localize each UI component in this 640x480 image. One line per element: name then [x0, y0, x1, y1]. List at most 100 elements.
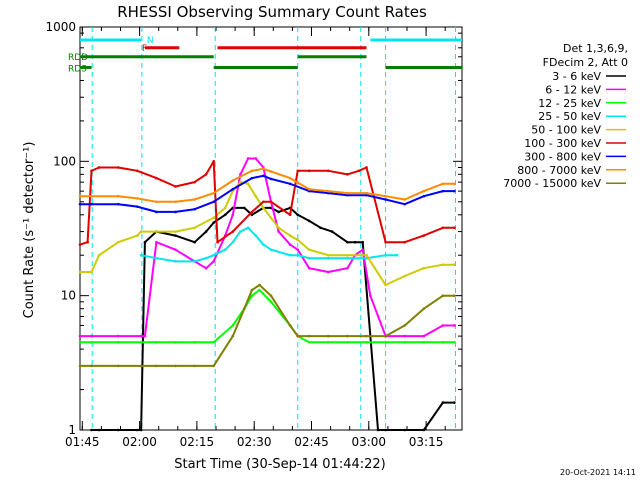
series-point-2	[116, 334, 120, 338]
y-tick-label: 100	[53, 154, 76, 168]
series-point-6	[193, 180, 196, 184]
series-point-8	[231, 179, 235, 182]
series-point-8	[116, 194, 120, 198]
series-point-8	[384, 194, 387, 198]
series-point-1	[453, 401, 456, 404]
series-point-6	[453, 226, 456, 230]
series-point-3	[212, 340, 215, 344]
series-point-1	[143, 240, 147, 244]
legend-label-3: 12 - 25 keV	[538, 97, 601, 110]
series-point-3	[174, 340, 177, 344]
series-point-3	[250, 294, 254, 297]
series-point-5	[116, 240, 120, 244]
y-axis-label: Count Rate (s⁻¹ detector⁻¹)	[22, 142, 37, 319]
series-point-8	[288, 176, 292, 180]
series-point-2	[307, 266, 311, 270]
series-point-7	[193, 207, 196, 211]
series-point-8	[174, 200, 177, 204]
series-point-5	[254, 194, 258, 198]
series-point-1	[330, 230, 334, 233]
series-point-1	[204, 230, 208, 233]
series-point-5	[288, 234, 292, 237]
info-line-decimation: FDecim 2, Att 0	[543, 56, 628, 69]
series-point-5	[269, 216, 273, 220]
series-point-5	[223, 206, 227, 210]
series-point-6	[97, 166, 101, 169]
series-point-4	[384, 253, 387, 257]
series-point-9	[403, 324, 407, 327]
x-tick-label: 03:00	[351, 435, 386, 449]
series-point-8	[346, 191, 349, 195]
series-point-6	[136, 169, 139, 173]
series-point-9	[174, 364, 177, 368]
series-point-4	[193, 260, 196, 263]
series-point-6	[78, 243, 82, 246]
series-point-6	[441, 226, 445, 230]
series-point-5	[155, 230, 158, 233]
series-point-9	[288, 324, 292, 327]
series-point-3	[441, 340, 445, 344]
series-point-5	[97, 253, 101, 257]
series-point-1	[90, 428, 93, 432]
series-point-4	[204, 256, 208, 260]
series-point-3	[453, 340, 456, 344]
series-point-7	[136, 205, 139, 208]
series-point-4	[231, 240, 235, 244]
series-point-6	[155, 176, 158, 180]
series-point-3	[90, 340, 93, 344]
series-point-6	[403, 240, 407, 244]
series-point-7	[307, 189, 311, 193]
series-point-1	[353, 240, 357, 244]
plot-area: 1 10 100 1000 01:45 02:00 02:15 02:30 02:45 03:00…	[45, 20, 463, 449]
plot-frame	[79, 26, 463, 431]
series-point-6	[422, 234, 426, 237]
series-point-9	[212, 364, 215, 368]
series-point-2	[288, 243, 292, 246]
x-tick-label: 01:45	[65, 435, 100, 449]
series-point-9	[139, 364, 143, 368]
series-point-9	[307, 334, 311, 338]
series-point-3	[231, 324, 235, 327]
series-point-8	[78, 194, 82, 198]
series-point-2	[143, 334, 147, 338]
series-point-2	[231, 213, 235, 217]
series-point-1	[376, 428, 380, 432]
series-point-9	[384, 334, 387, 338]
series-point-7	[155, 210, 158, 214]
series-point-9	[78, 364, 82, 368]
series-point-5	[384, 283, 387, 287]
series-point-2	[361, 248, 364, 251]
series-point-6	[288, 213, 292, 217]
series-point-7	[231, 187, 235, 191]
series-point-6	[204, 173, 208, 176]
series-point-7	[116, 202, 120, 206]
legend-label-4: 25 - 50 keV	[538, 110, 601, 123]
series-point-3	[327, 340, 330, 344]
series-point-8	[90, 194, 93, 198]
series-point-6	[384, 240, 387, 244]
legend-label-7: 300 - 800 keV	[524, 150, 601, 163]
series-point-4	[155, 256, 158, 260]
series-point-7	[269, 177, 273, 181]
series-point-3	[193, 340, 196, 344]
series-point-3	[78, 340, 82, 344]
series-point-5	[403, 274, 407, 278]
series-point-8	[307, 187, 311, 191]
series-point-9	[296, 334, 300, 338]
series-point-5	[262, 206, 265, 210]
info-line-detectors: Det 1,3,6,9,	[563, 42, 628, 55]
series-point-1	[319, 226, 322, 230]
x-tick-label: 03:15	[409, 435, 444, 449]
legend-label-8: 800 - 7000 keV	[517, 164, 601, 177]
series-point-1	[116, 428, 120, 432]
series-point-2	[453, 324, 456, 327]
series-point-4	[269, 248, 273, 251]
series-point-2	[254, 157, 258, 160]
series-point-9	[116, 364, 120, 368]
series-point-9	[193, 364, 196, 368]
series-point-7	[365, 193, 368, 197]
series-point-2	[78, 334, 82, 338]
series-point-5	[296, 238, 300, 242]
series-line-9	[80, 284, 455, 367]
